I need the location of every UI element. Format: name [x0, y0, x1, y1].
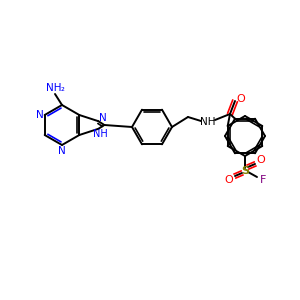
Text: F: F: [260, 175, 266, 185]
Text: O: O: [237, 94, 245, 104]
Text: O: O: [256, 155, 266, 165]
Text: N: N: [58, 146, 66, 156]
Text: O: O: [225, 175, 233, 185]
Text: S: S: [241, 166, 249, 176]
Text: N: N: [100, 113, 107, 123]
Text: NH: NH: [200, 117, 216, 127]
Text: NH: NH: [93, 129, 108, 139]
Text: N: N: [36, 110, 43, 120]
Text: ₂: ₂: [61, 83, 65, 93]
Text: NH: NH: [46, 83, 62, 93]
